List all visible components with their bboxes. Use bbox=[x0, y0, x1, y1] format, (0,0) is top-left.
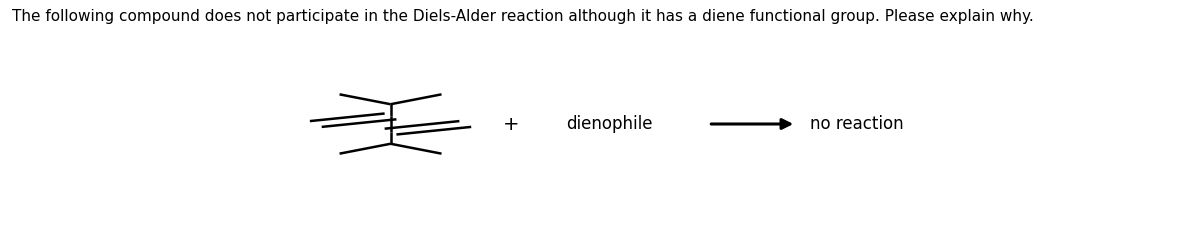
Text: dienophile: dienophile bbox=[566, 115, 653, 133]
Text: no reaction: no reaction bbox=[810, 115, 904, 133]
Text: +: + bbox=[503, 115, 520, 133]
Text: The following compound does not participate in the Diels-Alder reaction although: The following compound does not particip… bbox=[12, 9, 1034, 24]
